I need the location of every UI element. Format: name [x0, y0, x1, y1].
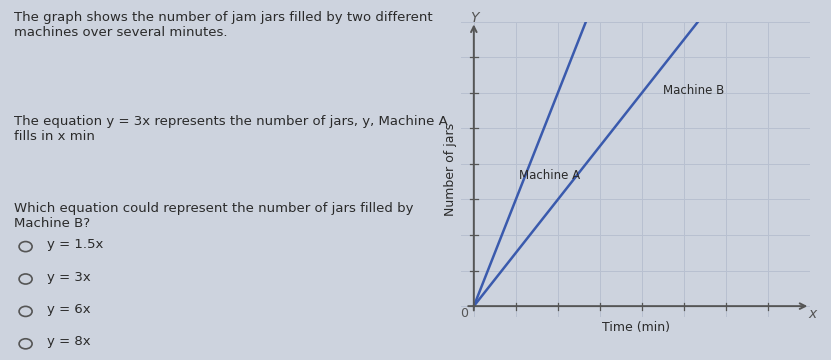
Text: Machine A: Machine A: [519, 169, 580, 182]
Text: Machine B: Machine B: [663, 84, 725, 97]
Y-axis label: Number of jars: Number of jars: [444, 123, 457, 216]
Text: y = 1.5x: y = 1.5x: [47, 238, 103, 251]
Text: y = 3x: y = 3x: [47, 271, 91, 284]
X-axis label: Time (min): Time (min): [602, 321, 670, 334]
Text: Which equation could represent the number of jars filled by
Machine B?: Which equation could represent the numbe…: [14, 202, 414, 230]
Text: The equation y = 3x represents the number of jars, y, Machine A
fills in x min: The equation y = 3x represents the numbe…: [14, 115, 448, 143]
Text: The graph shows the number of jam jars filled by two different
machines over sev: The graph shows the number of jam jars f…: [14, 11, 433, 39]
Text: y = 6x: y = 6x: [47, 303, 90, 316]
Text: 0: 0: [460, 307, 469, 320]
Text: y = 8x: y = 8x: [47, 336, 90, 348]
Text: Y: Y: [470, 11, 479, 25]
Text: x: x: [808, 307, 816, 321]
